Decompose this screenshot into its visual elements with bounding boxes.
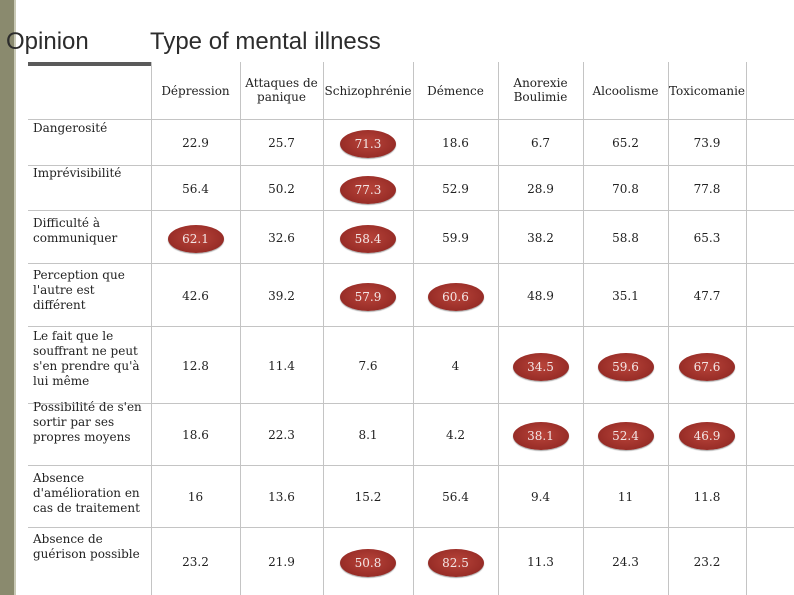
highlighted-value-cell: 57.9 (340, 282, 396, 311)
value-cell: 73.9 (693, 136, 721, 150)
row-divider (28, 210, 794, 211)
row-divider (28, 403, 794, 404)
value-cell: 42.6 (182, 288, 209, 303)
highlighted-value-cell: 34.5 (512, 352, 569, 381)
value-cell: 18.6 (442, 136, 469, 150)
highlighted-value-cell: 62.1 (167, 224, 224, 253)
row-label: Le fait que le souffrant ne peut s'en pr… (33, 329, 140, 388)
value-cell: 12.8 (182, 358, 209, 373)
highlighted-value-cell: 67.6 (679, 352, 735, 381)
row-label: Absence d'amélioration en cas de traitem… (33, 471, 140, 515)
value-cell: 4.2 (445, 428, 466, 442)
highlighted-value-cell: 50.8 (340, 549, 396, 577)
value-cell: 39.2 (268, 288, 295, 303)
value-cell: 15.2 (354, 490, 382, 504)
row-label: Absence de guérison possible (33, 532, 140, 561)
value-cell: 24.3 (612, 555, 639, 569)
highlighted-value-cell: 82.5 (427, 549, 484, 577)
column-divider (413, 62, 414, 595)
value-cell: 47.7 (693, 288, 721, 303)
column-header: Attaques de panique (245, 76, 318, 104)
value-cell: 56.4 (442, 490, 469, 504)
column-divider (746, 62, 747, 595)
value-cell: 11 (617, 490, 634, 504)
highlighted-value-cell: 77.3 (340, 175, 396, 204)
highlighted-value-cell: 38.1 (512, 422, 569, 450)
row-label: Difficulté à communiquer (33, 216, 118, 245)
value-cell: 38.2 (527, 230, 554, 245)
value-cell: 48.9 (527, 288, 554, 303)
row-label: Possibilité de s'en sortir par ses propr… (33, 400, 142, 444)
value-cell: 70.8 (612, 181, 639, 196)
value-cell: 6.7 (530, 136, 551, 150)
column-divider (240, 62, 241, 595)
row-divider (28, 527, 794, 528)
value-cell: 21.9 (268, 555, 295, 569)
column-header: Schizophrénie (324, 84, 412, 98)
left-accent-bar (0, 0, 14, 595)
value-cell: 23.2 (182, 555, 209, 569)
column-divider (323, 62, 324, 595)
column-divider (668, 62, 669, 595)
row-divider (28, 165, 794, 166)
value-cell: 18.6 (182, 428, 209, 442)
highlighted-value-cell: 46.9 (679, 422, 735, 450)
value-cell: 11.3 (527, 555, 554, 569)
column-divider (583, 62, 584, 595)
value-cell: 65.3 (693, 230, 721, 245)
value-cell: 77.8 (693, 181, 721, 196)
opinion-heading: Opinion (6, 28, 89, 55)
row-divider (28, 465, 794, 466)
value-cell: 13.6 (268, 490, 295, 504)
value-cell: 11.8 (693, 490, 721, 504)
value-cell: 28.9 (527, 181, 554, 196)
value-cell: 4 (451, 358, 460, 373)
value-cell: 56.4 (182, 181, 209, 196)
value-cell: 22.3 (268, 428, 295, 442)
value-cell: 8.1 (358, 428, 378, 442)
column-header: Alcoolisme (592, 84, 659, 98)
highlighted-value-cell: 58.4 (340, 224, 396, 253)
column-header: Anorexie Boulimie (513, 76, 568, 104)
highlighted-value-cell: 71.3 (340, 130, 396, 158)
value-cell: 22.9 (182, 136, 209, 150)
left-accent-line (14, 0, 16, 595)
value-cell: 32.6 (268, 230, 295, 245)
value-cell: 23.2 (693, 555, 721, 569)
highlighted-value-cell: 60.6 (427, 282, 484, 311)
value-cell: 65.2 (612, 136, 639, 150)
column-header: Démence (427, 84, 484, 98)
row-label: Imprévisibilité (33, 166, 122, 180)
value-cell: 16 (187, 490, 204, 504)
opinion-table: Dépression Attaques de panique Schizophréni… (28, 62, 794, 595)
column-divider (498, 62, 499, 595)
row-divider (28, 326, 794, 327)
value-cell: 9.4 (530, 490, 551, 504)
value-cell: 59.9 (442, 230, 469, 245)
column-header: Dépression (161, 84, 230, 98)
row-divider (28, 263, 794, 264)
highlighted-value-cell: 52.4 (597, 422, 654, 450)
value-cell: 7.6 (358, 358, 378, 373)
value-cell: 35.1 (612, 288, 639, 303)
value-cell: 50.2 (268, 181, 295, 196)
row-label: Dangerosité (33, 121, 108, 135)
row-label: Perception que l'autre est différent (33, 268, 125, 312)
header-accent (28, 62, 151, 66)
column-divider (151, 62, 152, 595)
value-cell: 58.8 (612, 230, 639, 245)
value-cell: 25.7 (268, 136, 295, 150)
value-cell: 52.9 (442, 181, 469, 196)
row-divider (28, 119, 794, 120)
value-cell: 11.4 (268, 358, 295, 373)
page-title: Type of mental illness (150, 28, 381, 55)
highlighted-value-cell: 59.6 (597, 352, 654, 381)
column-header: Toxicomanie (668, 84, 746, 98)
